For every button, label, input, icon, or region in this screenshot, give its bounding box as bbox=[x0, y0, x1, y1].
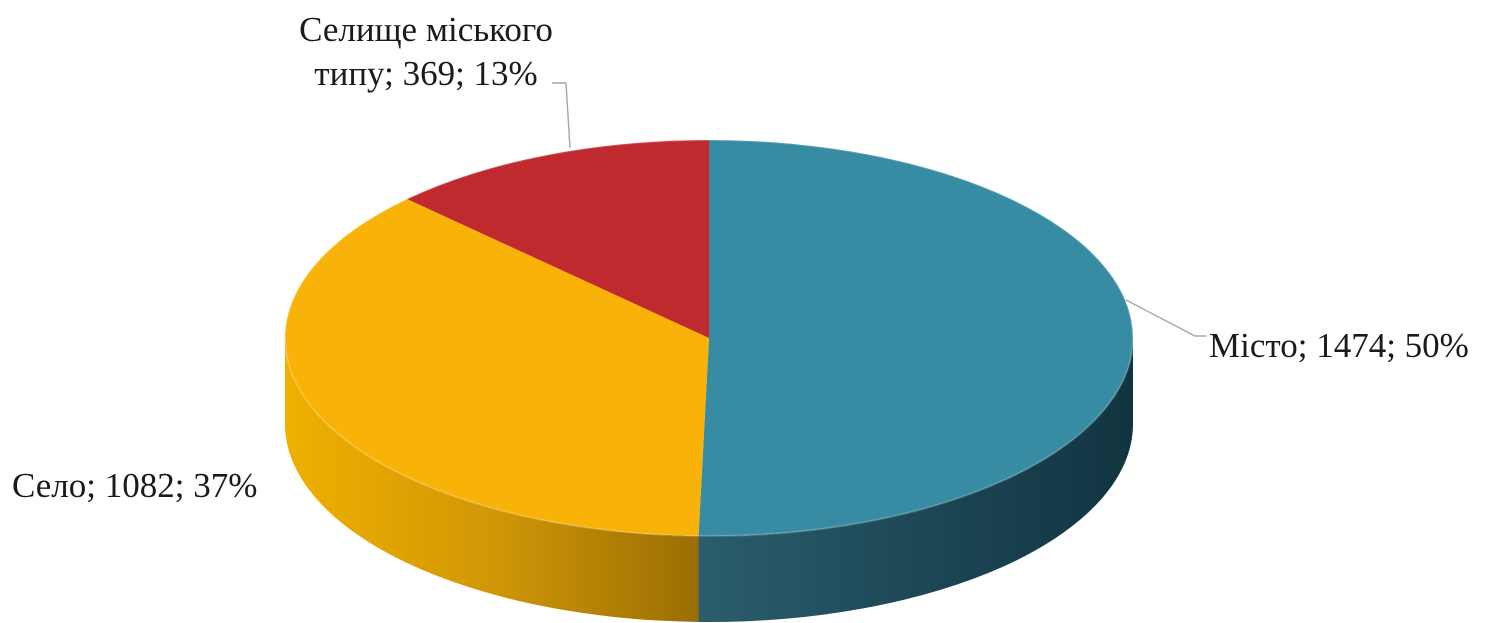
pie-top-rim bbox=[284, 139, 1134, 537]
leader-line-misto bbox=[1125, 299, 1206, 337]
data-label-misto: Місто; 1474; 50% bbox=[1209, 326, 1469, 365]
slice-side-місто bbox=[698, 338, 1133, 623]
leader-line-selyshche bbox=[552, 82, 571, 149]
data-label-selyshche: Селище міського типу; 369; 13% bbox=[299, 10, 553, 93]
labels-layer: Місто; 1474; 50% Село; 1082; 37% Селище мі… bbox=[12, 10, 1469, 505]
slices-layer bbox=[284, 139, 1134, 623]
slice-селище-міського-типу bbox=[407, 140, 709, 338]
slice-місто bbox=[698, 140, 1133, 536]
data-label-selo: Село; 1082; 37% bbox=[12, 466, 257, 505]
slice-side-село bbox=[285, 338, 699, 622]
slice-село bbox=[284, 199, 709, 536]
